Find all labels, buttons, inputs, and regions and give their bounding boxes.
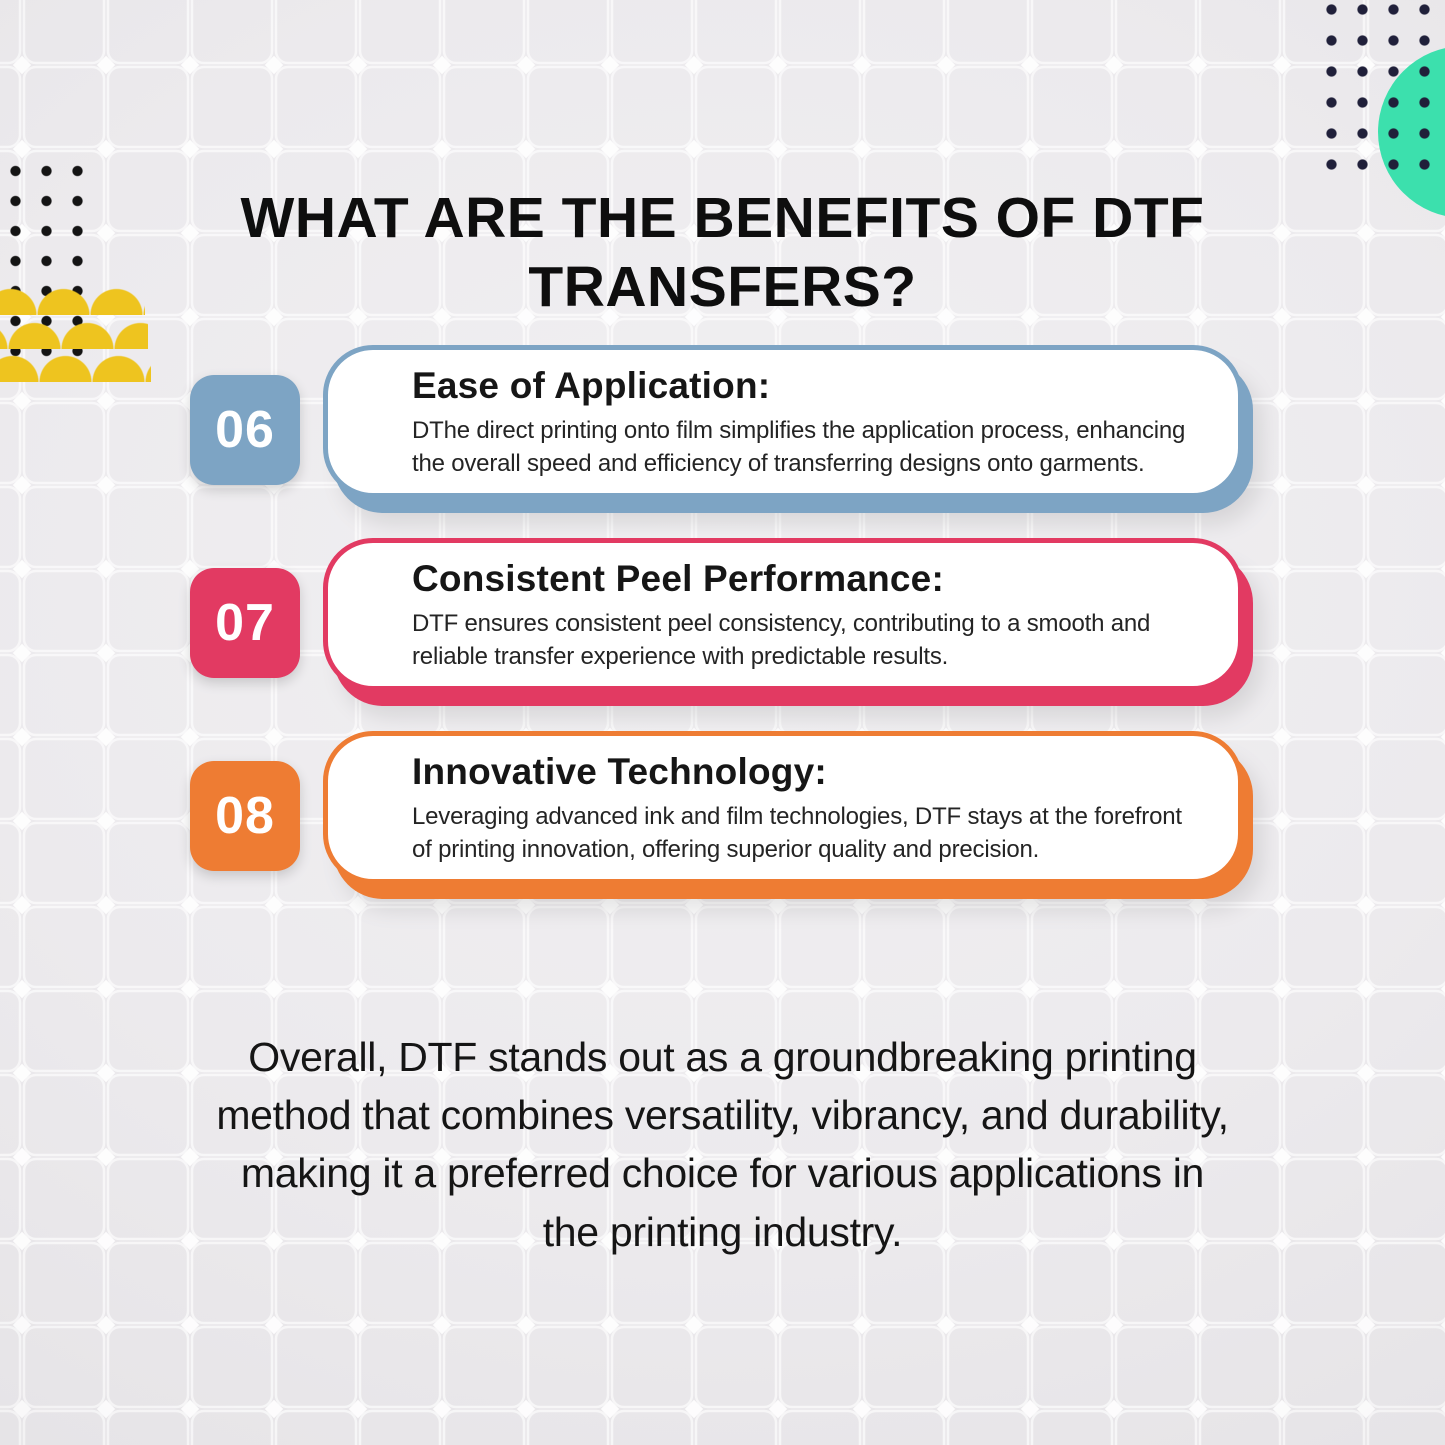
benefit-item-08: 08 Innovative Technology: Leveraging adv… [190,731,1243,899]
conclusion-line: the printing industry. [542,1208,903,1255]
benefit-body: DTF ensures consistent peel consistency,… [412,610,1151,671]
page-title-line-2: TRANSFERS? [528,254,917,319]
benefit-number-badge: 06 [190,375,300,485]
benefit-number-badge: 07 [190,568,300,678]
benefit-number-badge: 08 [190,761,300,871]
benefit-body: DThe direct printing onto film simplifie… [412,417,1186,478]
benefit-heading: Ease of Application: [412,365,771,406]
benefit-heading: Consistent Peel Performance: [412,558,944,599]
benefit-item-07: 07 Consistent Peel Performance: DTF ensu… [190,538,1243,706]
benefit-card: Consistent Peel Performance: DTF ensures… [323,538,1243,691]
benefit-number: 07 [215,594,275,652]
benefit-heading: Innovative Technology: [412,751,827,792]
dots-grid-top-right-decoration [1316,0,1440,180]
benefit-body: Leveraging advanced ink and film technol… [412,803,1182,864]
page-title: WHAT ARE THE BENEFITS OF DTF TRANSFERS? [0,184,1445,321]
benefit-item-06: 06 Ease of Application: DThe direct prin… [190,345,1243,513]
conclusion-paragraph: Overall, DTF stands out as a groundbreak… [0,1028,1445,1261]
conclusion-line: Overall, DTF stands out as a groundbreak… [248,1034,1197,1080]
benefit-card: Innovative Technology: Leveraging advanc… [323,731,1243,884]
page-title-line-1: WHAT ARE THE BENEFITS OF DTF [240,186,1205,251]
yellow-scallops-row-2 [0,321,148,349]
yellow-scallops-row-1 [0,287,145,315]
benefit-number: 06 [215,401,275,459]
benefit-number: 08 [215,787,275,845]
yellow-scallops-row-3 [0,354,151,382]
conclusion-line: making it a preferred choice for various… [240,1150,1205,1197]
benefit-card: Ease of Application: DThe direct printin… [323,345,1243,498]
conclusion-line: method that combines versatility, vibran… [216,1092,1229,1139]
